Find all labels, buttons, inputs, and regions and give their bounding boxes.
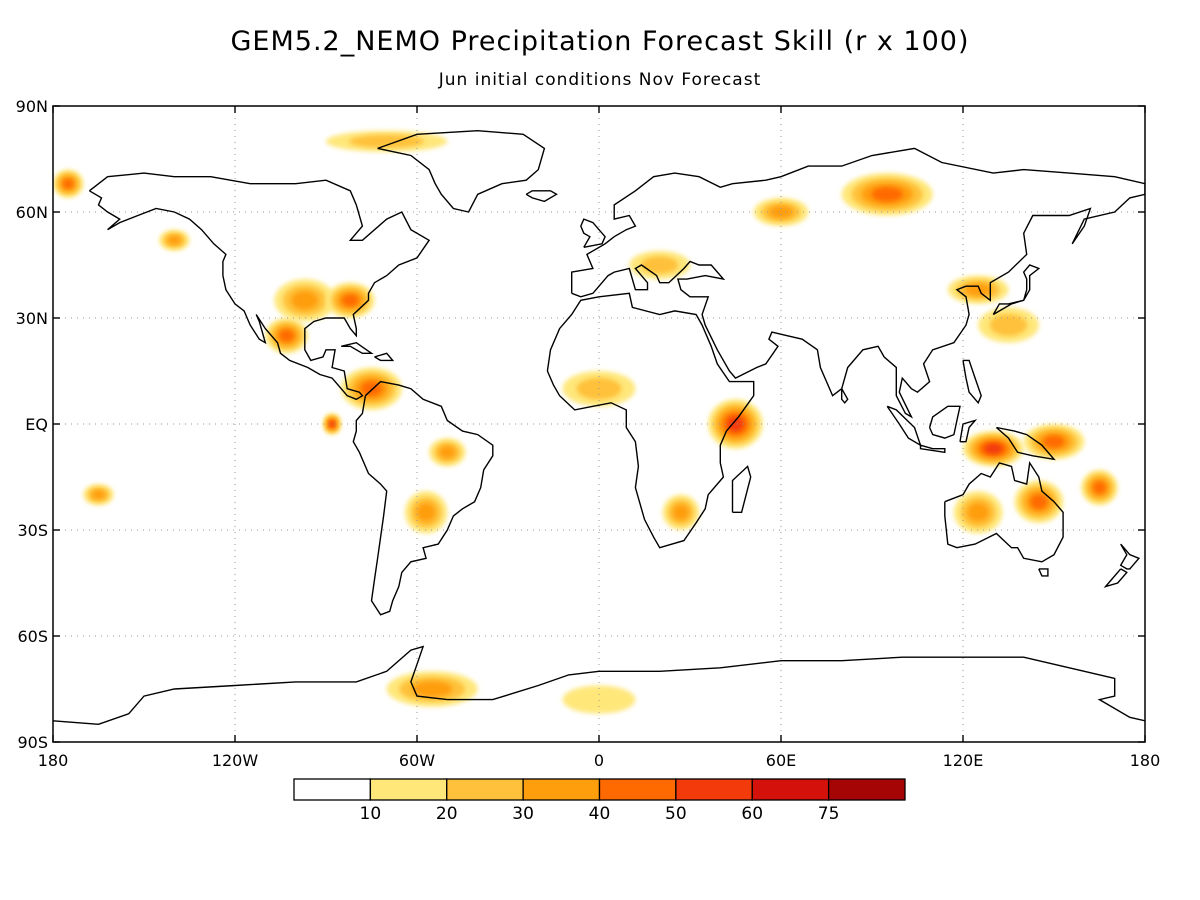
- y-tick-label: 30N: [16, 309, 48, 328]
- skill-region-6-level-5: [329, 420, 335, 428]
- coastline-path: [374, 352, 395, 362]
- coastline-path: [1038, 568, 1049, 577]
- coastline-path: [1119, 543, 1141, 570]
- skill-region-16-level-4: [1043, 435, 1065, 448]
- coastline-path: [377, 129, 546, 213]
- map-title: GEM5.2_NEMO Precipitation Forecast Skill…: [230, 26, 970, 57]
- skill-shading: [53, 130, 1118, 714]
- skill-region-4-level-3: [439, 445, 456, 459]
- coastline-path: [352, 380, 494, 616]
- skill-region-0-level-3: [291, 290, 319, 310]
- coastline-path: [341, 341, 374, 354]
- coastline-path: [571, 147, 1145, 419]
- coastline-path: [53, 645, 1145, 726]
- skill-region-5-level-3: [416, 502, 436, 522]
- colorbar-label: 50: [665, 804, 687, 824]
- y-tick-label: 30S: [17, 521, 48, 540]
- coastline-path: [928, 405, 961, 439]
- x-tick-label: 60W: [399, 751, 435, 770]
- skill-region-12-level-3: [768, 205, 794, 219]
- coastline-path: [959, 419, 978, 443]
- coastline-path: [580, 218, 606, 248]
- coastline-path: [1103, 568, 1128, 588]
- skill-region-15-level-5: [984, 443, 1002, 454]
- y-tick-label: EQ: [25, 415, 48, 434]
- colorbar-label: 30: [512, 804, 534, 824]
- colorbar-label: 40: [589, 804, 611, 824]
- skill-region-22-level-1: [562, 685, 636, 714]
- colorbar-swatch: [827, 778, 906, 801]
- skill-region-20-level-3: [91, 489, 106, 500]
- coastline-path: [886, 405, 922, 447]
- colorbar-swatch: [446, 778, 524, 801]
- skill-region-11-level-4: [871, 186, 903, 202]
- map-subtitle: Jun initial conditions Nov Forecast: [438, 70, 762, 90]
- skill-region-24-level-2: [641, 256, 679, 274]
- colorbar: 10 20 30 40 50 60 75: [293, 778, 906, 824]
- coastline-path: [841, 388, 849, 404]
- skill-region-9-level-5: [727, 416, 744, 432]
- x-tick-label: 180: [38, 751, 69, 770]
- x-tick-label: 120E: [943, 751, 984, 770]
- colorbar-swatch: [369, 778, 448, 801]
- y-tick-label: 90S: [17, 733, 48, 752]
- coastline-path: [962, 359, 982, 405]
- x-tick-label: 60E: [766, 751, 796, 770]
- map-gridlines: [53, 106, 1145, 742]
- coastline-path: [944, 460, 1064, 563]
- skill-region-13-level-3: [964, 283, 992, 297]
- colorbar-label: 20: [436, 804, 458, 824]
- y-tick-label: 60N: [16, 203, 48, 222]
- skill-region-23-level-2: [349, 134, 424, 148]
- coastline-path: [525, 190, 558, 203]
- skill-region-18-level-3: [967, 502, 989, 522]
- y-tick-label: 60S: [17, 627, 48, 646]
- skill-region-19-level-4: [1093, 481, 1106, 494]
- colorbar-swatch: [675, 778, 753, 801]
- colorbar-label: 60: [741, 804, 763, 824]
- skill-region-14-level-2: [989, 314, 1028, 336]
- coastline-path: [995, 426, 1056, 461]
- coastline-path: [88, 172, 431, 401]
- colorbar-label: 10: [360, 804, 382, 824]
- skill-region-8-level-4: [62, 178, 74, 189]
- coastline-path: [919, 444, 946, 454]
- coastline-path: [546, 292, 755, 549]
- skill-region-1-level-4: [341, 294, 359, 307]
- colorbar-swatch: [751, 778, 830, 801]
- x-tick-label: 0: [594, 751, 604, 770]
- coastlines: [53, 129, 1145, 726]
- colorbar-swatch: [598, 778, 677, 801]
- y-tick-label: 90N: [16, 97, 48, 116]
- coastline-path: [731, 465, 752, 513]
- skill-region-21-level-3: [411, 681, 453, 697]
- skill-region-2-level-4: [279, 329, 294, 342]
- skill-region-7-level-3: [167, 235, 182, 245]
- skill-region-17-level-4: [1030, 494, 1048, 510]
- colorbar-swatch: [293, 778, 372, 801]
- coastline-path: [992, 264, 1041, 316]
- colorbar-swatch: [522, 778, 601, 801]
- x-tick-label: 180: [1130, 751, 1161, 770]
- colorbar-label: 75: [818, 804, 840, 824]
- x-tick-label: 120W: [212, 751, 259, 770]
- skill-region-10-level-3: [672, 504, 689, 521]
- y-axis-ticks: 90N 60N 30N EQ 30S 60S 90S: [16, 97, 1145, 752]
- x-axis-ticks: 180 120W 60W 0 60E 120E 180: [38, 106, 1161, 770]
